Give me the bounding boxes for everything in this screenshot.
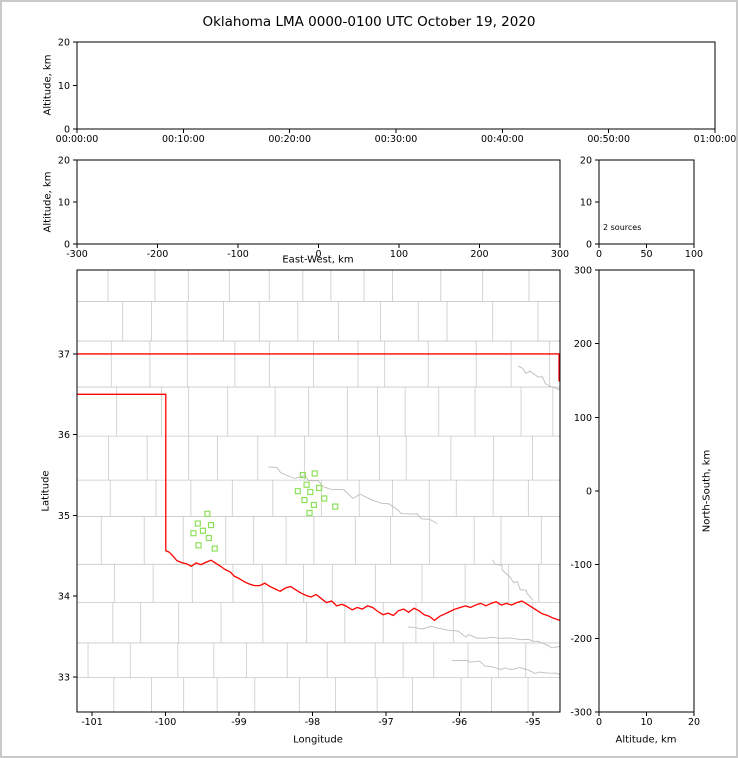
lma-source-marker	[194, 520, 201, 527]
tick-label: 20	[58, 156, 70, 167]
tick-label: 10	[58, 81, 70, 92]
tick-label: 20	[688, 717, 700, 728]
tick-label: -98	[305, 717, 321, 728]
panel-eastwest-height-border	[76, 159, 561, 245]
tick-label: 00:10:00	[162, 134, 205, 145]
ew-panel-ylabel: Altitude, km	[42, 171, 54, 233]
lma-source-marker	[303, 481, 310, 488]
lma-source-marker	[299, 471, 307, 479]
lma-source-markers	[190, 470, 339, 552]
ew-panel-xlabel: East-West, km	[282, 254, 354, 266]
panel-plan-view-border	[76, 269, 561, 713]
oklahoma-state-border	[77, 353, 560, 622]
lma-source-marker	[195, 542, 202, 549]
tick-label: -200	[147, 249, 169, 260]
tick-label: 0	[64, 125, 70, 136]
ns-panel-xlabel: Altitude, km	[615, 734, 677, 746]
tick-label: 20	[58, 38, 70, 49]
lma-source-marker	[205, 534, 212, 542]
lma-source-marker	[301, 496, 308, 504]
tick-label: -95	[525, 717, 541, 728]
county-boundaries	[77, 270, 560, 712]
panel-time-height-border	[76, 41, 716, 130]
tick-label: 00:00:00	[56, 134, 99, 145]
lma-source-marker	[311, 470, 318, 477]
tick-label: 300	[551, 249, 569, 260]
lma-source-marker	[199, 527, 207, 534]
tick-label: 0	[64, 240, 70, 251]
tick-label: 37	[58, 349, 70, 360]
tick-label: 10	[58, 198, 70, 209]
lma-source-marker	[315, 484, 323, 492]
tick-label: 10	[640, 717, 652, 728]
tick-label: 100	[574, 413, 592, 424]
lma-source-marker	[310, 501, 318, 509]
river-lines	[268, 365, 560, 676]
tick-label: -300	[570, 708, 592, 719]
tick-label: -200	[570, 634, 592, 645]
lma-source-marker	[207, 522, 215, 529]
map-panel-xlabel: Longitude	[293, 734, 343, 746]
tick-label: 0	[596, 249, 602, 260]
tick-label: 0	[586, 240, 592, 251]
lma-source-marker	[321, 495, 328, 502]
figure-title: Oklahoma LMA 0000-0100 UTC October 19, 2…	[202, 14, 536, 30]
tick-label: 35	[58, 511, 70, 522]
ns-panel-right-label: North-South, km	[701, 449, 713, 533]
time-panel-ylabel: Altitude, km	[42, 54, 54, 116]
tick-label: 100	[685, 249, 703, 260]
source-count-annotation: 2 sources	[603, 223, 642, 232]
tick-label: -97	[378, 717, 394, 728]
tick-label: 50	[640, 249, 652, 260]
panel-northsouth-height-border	[598, 269, 695, 713]
tick-label: 100	[390, 249, 408, 260]
tick-label: 10	[580, 198, 592, 209]
tick-label: 300	[574, 266, 592, 277]
lma-source-marker	[190, 530, 197, 537]
lma-source-marker	[332, 503, 339, 510]
tick-label: 200	[574, 339, 592, 350]
tick-label: -100	[570, 560, 592, 571]
tick-label: 01:00:00	[694, 134, 737, 145]
tick-label: -99	[231, 717, 247, 728]
tick-label: -101	[81, 717, 103, 728]
tick-label: 200	[470, 249, 488, 260]
tick-label: 0	[596, 717, 602, 728]
tick-label: 36	[58, 430, 70, 441]
lma-source-marker	[211, 545, 218, 552]
tick-label: 33	[58, 672, 70, 683]
tick-label: -100	[155, 717, 177, 728]
map-panel-ylabel: Latitude	[40, 470, 52, 512]
lma-source-marker	[307, 488, 314, 496]
tick-label: -100	[227, 249, 249, 260]
tick-label: 00:30:00	[375, 134, 418, 145]
panel-altitude-histogram-border	[598, 159, 695, 245]
tick-label: 00:50:00	[587, 134, 630, 145]
tick-label: 34	[58, 592, 70, 603]
tick-label: -96	[452, 717, 468, 728]
lma-source-marker	[306, 509, 313, 517]
tick-label: 0	[315, 249, 321, 260]
tick-label: 00:40:00	[481, 134, 524, 145]
tick-label: 20	[580, 156, 592, 167]
lma-source-marker	[294, 488, 301, 495]
lma-source-marker	[204, 510, 211, 517]
tick-label: -300	[66, 249, 88, 260]
tick-label: 00:20:00	[268, 134, 311, 145]
tick-label: 0	[586, 487, 592, 498]
